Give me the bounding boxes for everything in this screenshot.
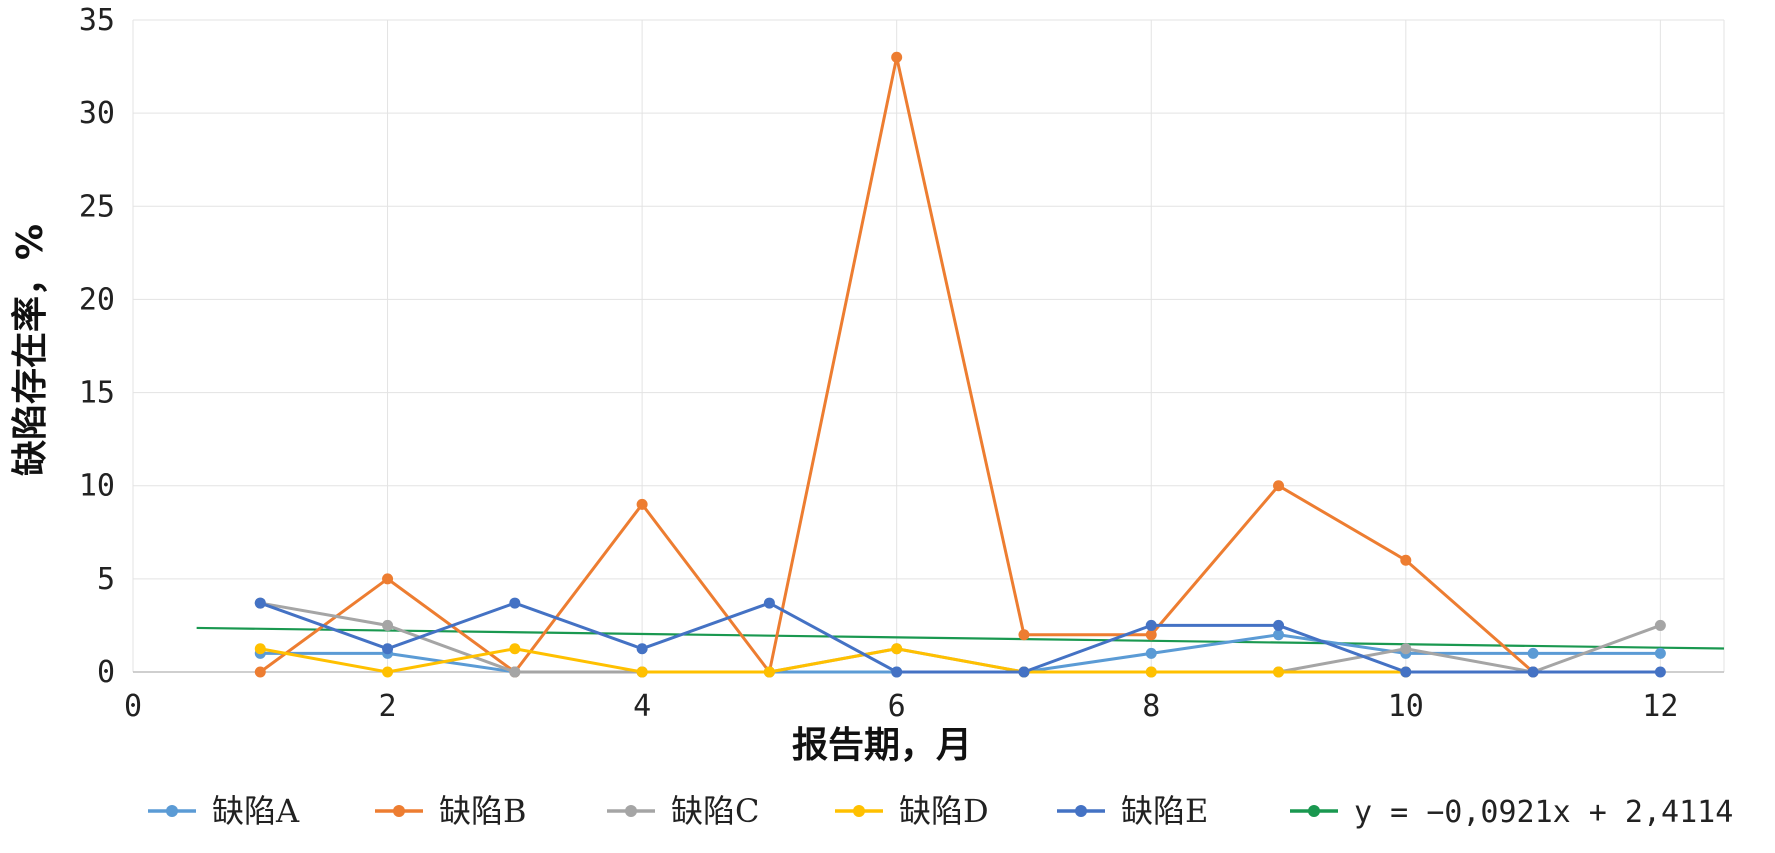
- legend-label: 缺陷B: [439, 792, 527, 830]
- y-tick-label: 5: [97, 562, 115, 597]
- legend-label: 缺陷C: [671, 792, 760, 830]
- grid: [132, 19, 1725, 672]
- x-tick-label: 12: [1642, 689, 1678, 724]
- y-tick-label: 35: [79, 3, 115, 38]
- data-point: [1145, 619, 1157, 631]
- legend-label: 缺陷A: [212, 792, 300, 830]
- legend: 缺陷A 缺陷B 缺陷C 缺陷D 缺陷E y = −0,0921x + 2,4114: [148, 792, 1733, 830]
- x-tick-label: 6: [888, 689, 906, 724]
- data-point: [1145, 666, 1157, 678]
- y-tick-label: 15: [79, 376, 115, 411]
- data-point: [1400, 666, 1412, 678]
- data-point: [1400, 554, 1412, 566]
- data-point: [1654, 647, 1666, 659]
- series-5: [254, 597, 1666, 678]
- data-point: [1273, 480, 1285, 492]
- data-point: [1654, 619, 1666, 631]
- data-point: [382, 666, 394, 678]
- data-point: [1273, 629, 1285, 641]
- trendline: [196, 626, 1725, 650]
- x-tick-label: 10: [1388, 689, 1424, 724]
- data-point: [636, 666, 648, 678]
- data-point: [509, 666, 521, 678]
- data-point: [891, 643, 903, 655]
- legend-item: 缺陷C: [607, 792, 760, 830]
- legend-label: y = −0,0921x + 2,4114: [1354, 795, 1733, 830]
- legend-item: 缺陷A: [148, 792, 300, 830]
- y-tick-label: 0: [97, 655, 115, 690]
- data-point: [382, 619, 394, 631]
- data-point: [1145, 629, 1157, 641]
- legend-label: 缺陷E: [1121, 792, 1208, 830]
- data-point: [1400, 643, 1412, 655]
- data-point: [254, 666, 266, 678]
- series-line: [259, 601, 1661, 674]
- legend-swatch-marker: [625, 805, 637, 817]
- data-point: [1018, 629, 1030, 641]
- data-point: [763, 666, 775, 678]
- data-point: [1527, 647, 1539, 659]
- data-point: [763, 597, 775, 609]
- data-point: [1273, 666, 1285, 678]
- data-point: [1018, 666, 1030, 678]
- data-point: [1527, 666, 1539, 678]
- legend-item: 缺陷B: [375, 792, 527, 830]
- legend-item: 缺陷E: [1057, 792, 1208, 830]
- series-line: [260, 647, 1406, 674]
- tick-labels: 0 5 10 15 20 25 30 35 0 2 4 6 8 10 12: [79, 3, 1679, 724]
- y-tick-label: 30: [79, 96, 115, 131]
- legend-swatch-marker: [853, 805, 865, 817]
- data-point: [254, 643, 266, 655]
- data-point: [254, 597, 266, 609]
- legend-item: y = −0,0921x + 2,4114: [1290, 795, 1733, 830]
- legend-label: 缺陷D: [899, 792, 989, 830]
- data-point: [1273, 619, 1285, 631]
- data-point: [891, 666, 903, 678]
- data-point: [1145, 647, 1157, 659]
- data-point: [1654, 666, 1666, 678]
- y-axis-title: 缺陷存在率，%: [10, 224, 51, 476]
- y-tick-label: 25: [79, 189, 115, 224]
- x-tick-label: 2: [379, 689, 397, 724]
- data-point: [382, 643, 394, 655]
- data-point: [509, 643, 521, 655]
- x-tick-label: 0: [124, 689, 142, 724]
- legend-swatch-marker: [1308, 805, 1320, 817]
- legend-swatch-marker: [393, 805, 405, 817]
- x-tick-label: 4: [633, 689, 651, 724]
- x-axis-title: 报告期，月: [792, 725, 972, 766]
- data-point: [636, 643, 648, 655]
- legend-swatch-marker: [1075, 805, 1087, 817]
- data-point: [636, 498, 648, 510]
- legend-item: 缺陷D: [835, 792, 989, 830]
- trendline-line: [196, 626, 1725, 650]
- x-tick-label: 8: [1142, 689, 1160, 724]
- data-point: [891, 51, 903, 63]
- y-tick-label: 20: [79, 282, 115, 317]
- data-point: [382, 573, 394, 585]
- data-point: [509, 597, 521, 609]
- series-group: [254, 51, 1666, 678]
- y-tick-label: 10: [79, 469, 115, 504]
- legend-swatch-marker: [166, 805, 178, 817]
